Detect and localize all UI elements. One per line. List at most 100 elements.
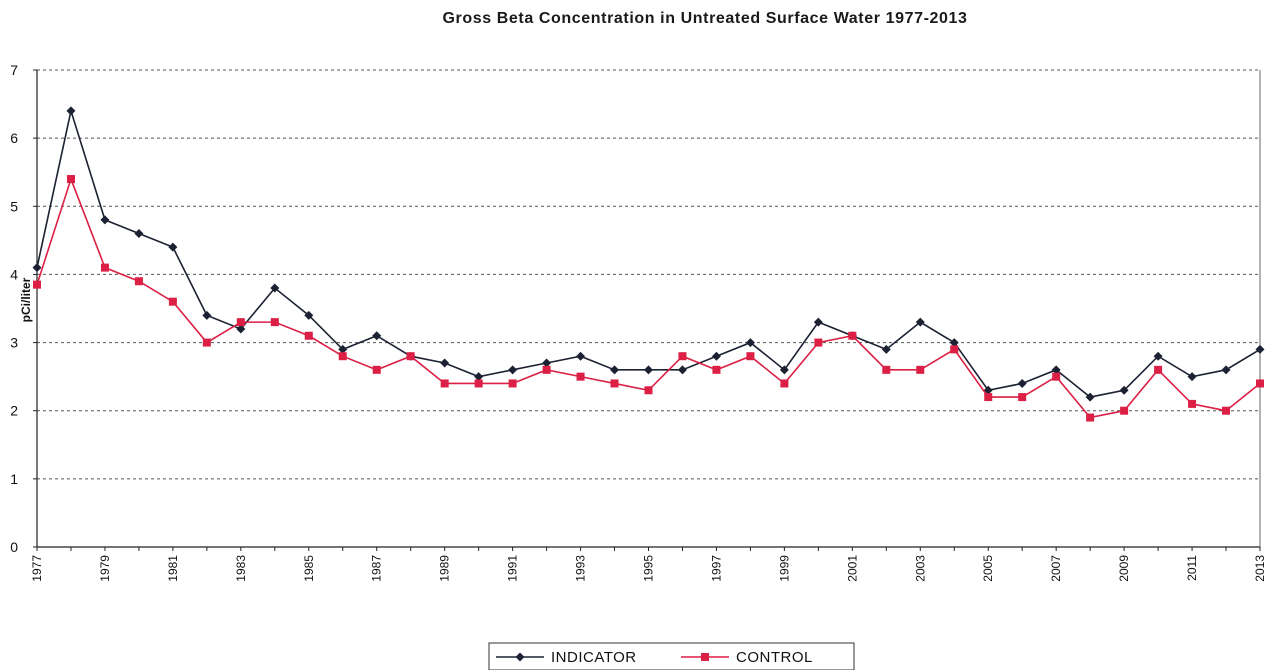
data-point xyxy=(882,365,891,374)
x-tick-label: 1999 xyxy=(777,555,791,582)
data-point xyxy=(100,263,109,272)
data-point xyxy=(1255,344,1265,354)
data-point xyxy=(677,365,687,375)
y-tick-label: 6 xyxy=(10,130,18,146)
x-tick-label: 1979 xyxy=(98,555,112,582)
data-point xyxy=(712,365,721,374)
data-point xyxy=(848,331,857,340)
data-point xyxy=(916,365,925,374)
y-tick-label: 4 xyxy=(10,266,18,282)
x-tick-label: 2013 xyxy=(1253,555,1267,582)
data-point xyxy=(134,277,143,286)
data-point xyxy=(1187,372,1197,382)
data-point xyxy=(338,344,348,354)
x-tick-label: 1985 xyxy=(302,555,316,582)
y-tick-label: 0 xyxy=(10,539,18,555)
y-axis-tick-labels: 0 1 2 3 4 5 6 7 xyxy=(10,62,18,555)
series-indicator xyxy=(32,106,1265,402)
data-point xyxy=(813,317,823,327)
data-point xyxy=(949,338,959,348)
data-point xyxy=(1052,372,1061,381)
data-point xyxy=(440,379,449,388)
x-tick-label: 2003 xyxy=(913,555,927,582)
data-point xyxy=(1085,392,1095,402)
data-point xyxy=(33,280,41,289)
data-point xyxy=(983,385,993,395)
legend-marker xyxy=(701,653,709,661)
series xyxy=(32,106,1265,422)
data-point xyxy=(134,229,144,239)
data-point xyxy=(576,351,586,361)
data-point xyxy=(1018,393,1027,402)
legend-box xyxy=(488,642,855,670)
x-tick-label: 1989 xyxy=(438,555,452,582)
y-tick-label: 7 xyxy=(10,62,18,78)
x-tick-label: 1977 xyxy=(30,555,44,582)
data-point xyxy=(1154,365,1163,374)
data-point xyxy=(1017,378,1027,388)
x-tick-label: 1991 xyxy=(506,555,520,582)
data-point xyxy=(746,352,755,361)
data-point xyxy=(508,379,517,388)
x-tick-label: 2001 xyxy=(845,555,859,582)
data-point xyxy=(372,331,382,341)
data-point xyxy=(1051,365,1061,375)
data-point xyxy=(1256,379,1264,388)
x-tick-label: 2005 xyxy=(981,555,995,582)
data-point xyxy=(270,318,279,327)
y-tick-label: 3 xyxy=(10,335,18,351)
data-point xyxy=(270,283,280,293)
data-point xyxy=(508,365,518,375)
data-point xyxy=(406,352,415,361)
data-point xyxy=(915,317,925,327)
data-point xyxy=(474,379,483,388)
x-tick-label: 1997 xyxy=(709,555,723,582)
data-point xyxy=(711,351,721,361)
series-control xyxy=(33,175,1264,422)
data-point xyxy=(66,106,76,116)
data-point xyxy=(372,365,381,374)
legend: INDICATOR CONTROL xyxy=(488,642,855,670)
data-point xyxy=(304,310,314,320)
data-point xyxy=(610,379,619,388)
data-point xyxy=(610,365,620,375)
x-tick-label: 1983 xyxy=(234,555,248,582)
data-point xyxy=(66,175,75,184)
data-point xyxy=(202,310,212,320)
data-point xyxy=(984,393,993,402)
data-point xyxy=(1221,365,1231,375)
x-axis-tick-labels: 1977 1979 1981 1983 1985 1987 1989 1991 1993 1995… xyxy=(30,555,1267,582)
x-tick-label: 1987 xyxy=(370,555,384,582)
data-point xyxy=(780,379,789,388)
data-point xyxy=(814,338,823,347)
legend-label: INDICATOR xyxy=(551,649,637,666)
data-point xyxy=(440,358,450,368)
data-point xyxy=(1188,399,1197,408)
x-tick-label: 2009 xyxy=(1117,555,1131,582)
x-tick-label: 1993 xyxy=(574,555,588,582)
data-point xyxy=(168,297,177,306)
data-point xyxy=(168,242,178,252)
y-axis-title: pCi/liter xyxy=(19,277,33,322)
data-point xyxy=(474,372,484,382)
data-point xyxy=(338,352,347,361)
data-point xyxy=(1086,413,1095,422)
data-point xyxy=(1119,385,1129,395)
gridlines xyxy=(37,69,1260,480)
data-point xyxy=(576,372,585,381)
data-point xyxy=(100,215,110,225)
data-point xyxy=(236,318,245,327)
data-point xyxy=(1222,406,1231,415)
chart-title: Gross Beta Concentration in Untreated Su… xyxy=(442,10,967,27)
data-point xyxy=(32,263,42,273)
y-tick-label: 5 xyxy=(10,198,18,214)
data-point xyxy=(644,365,653,375)
data-point xyxy=(542,358,552,368)
data-point xyxy=(542,365,551,374)
data-point xyxy=(236,324,246,334)
x-tick-label: 2011 xyxy=(1185,555,1199,581)
x-tick-label: 2007 xyxy=(1049,555,1063,582)
data-point xyxy=(881,344,891,354)
data-point xyxy=(779,365,789,375)
